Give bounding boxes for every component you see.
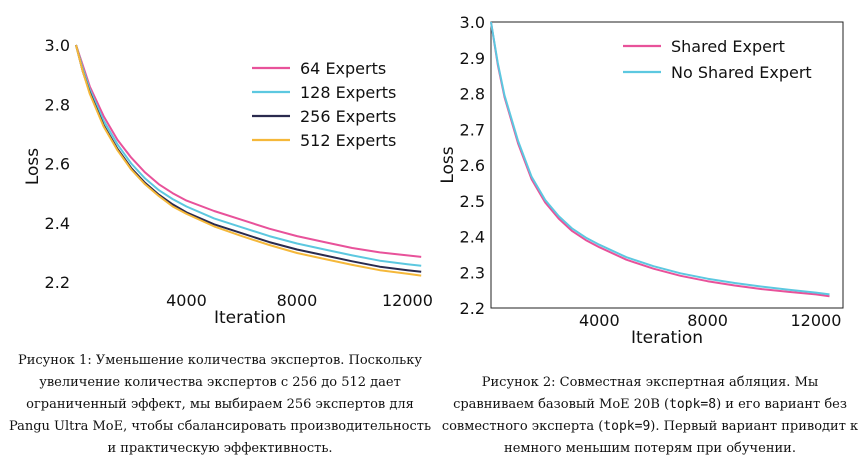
figure-2-code-topk-8: topk=8: [669, 397, 717, 412]
x-tick-label: 4000: [166, 291, 207, 310]
y-tick-label: 2.8: [45, 95, 70, 114]
y-axis-label: Loss: [438, 146, 458, 183]
legend-label: 128 Experts: [300, 83, 396, 102]
x-tick-label: 4000: [579, 311, 620, 330]
y-tick-label: 2.4: [45, 214, 70, 233]
series-line-no-shared-expert: [490, 21, 830, 296]
expert-count-loss-chart: 4000 8000 12000 2.2 2.4 2.6 2.8 3.0 Iteration Los…: [23, 36, 433, 328]
x-axis-label: Iteration: [631, 328, 703, 348]
y-tick-label: 3.0: [460, 13, 485, 32]
legend-label: 256 Experts: [300, 107, 396, 126]
x-axis-label: Iteration: [214, 308, 286, 328]
y-tick-label: 2.3: [460, 263, 485, 282]
y-tick-label: 2.2: [460, 299, 485, 318]
figure-2-caption-part-a: Рисунок 2: Совместная экспертная абляция…: [453, 375, 819, 412]
y-tick-label: 3.0: [45, 36, 70, 55]
figure-2-caption-part-b: ) и его вариант без совместного эксперта…: [441, 397, 847, 434]
legend-label: No Shared Expert: [671, 63, 812, 82]
legend-label: Shared Expert: [671, 37, 785, 56]
series-line-128-experts: [75, 44, 422, 267]
y-tick-label: 2.8: [460, 85, 485, 104]
legend-label: 64 Experts: [300, 59, 386, 78]
figure-2-code-topk-9: topk=9: [603, 419, 651, 434]
y-tick-label: 2.6: [460, 156, 485, 175]
shared-expert-loss-chart: 4000 8000 12000 2.2 2.3 2.4 2.5 2.6 2.7 2.8 2.9 3.0…: [438, 13, 844, 348]
figure-2-caption-part-c: ). Первый вариант приводит к немного мен…: [504, 419, 859, 456]
x-tick-label: 12000: [790, 311, 841, 330]
y-tick-label: 2.4: [460, 228, 485, 247]
legend-label: 512 Experts: [300, 131, 396, 150]
y-tick-label: 2.6: [45, 155, 70, 174]
x-tick-label: 12000: [382, 291, 433, 310]
figure-1-caption: Рисунок 1: Уменьшение количества эксперт…: [8, 350, 432, 460]
figure-2-caption: Рисунок 2: Совместная экспертная абляция…: [440, 372, 860, 460]
y-axis-label: Loss: [23, 148, 43, 185]
series-line-512-experts: [75, 44, 422, 277]
y-tick-label: 2.2: [45, 273, 70, 292]
y-tick-label: 2.9: [460, 49, 485, 68]
series-line-64-experts: [75, 44, 422, 258]
y-tick-label: 2.5: [460, 192, 485, 211]
plot-frame: [490, 21, 844, 309]
figure-1-caption-text: Рисунок 1: Уменьшение количества эксперт…: [8, 353, 432, 456]
x-tick-label: 8000: [277, 291, 318, 310]
y-tick-label: 2.7: [460, 120, 485, 139]
x-tick-label: 8000: [687, 311, 728, 330]
